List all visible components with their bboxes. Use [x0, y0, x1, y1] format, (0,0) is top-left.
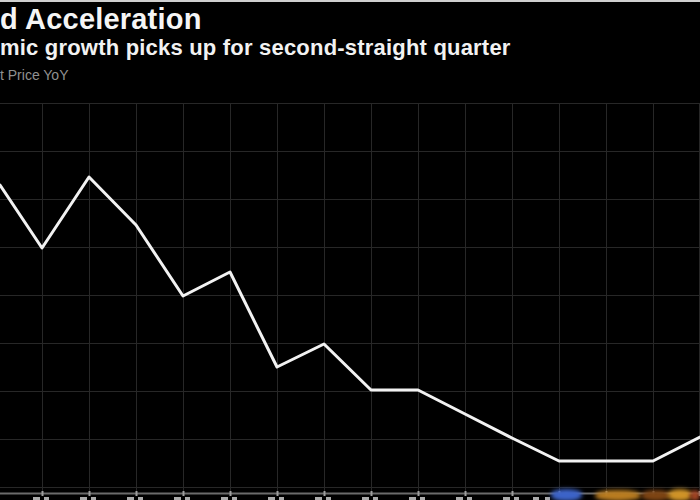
line-chart: [0, 0, 700, 500]
data-line: [0, 177, 700, 461]
